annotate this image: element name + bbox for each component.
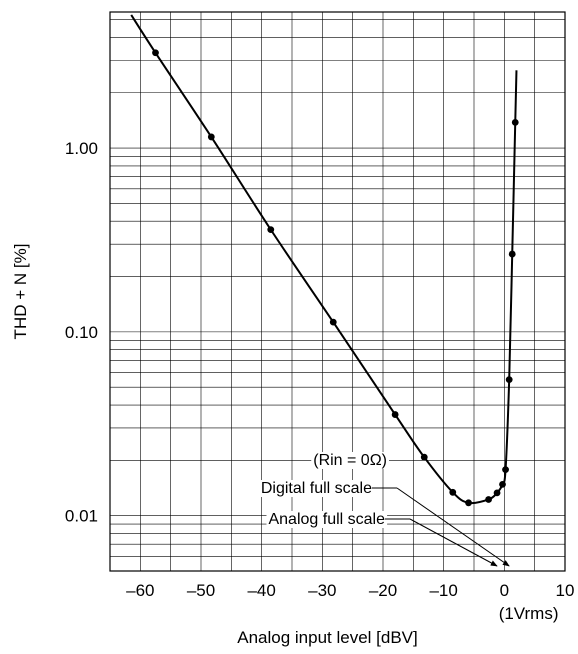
x-tick-label: –30 <box>308 581 336 600</box>
x-axis-label: Analog input level [dBV] <box>237 628 418 647</box>
data-point <box>267 226 275 234</box>
data-point <box>449 488 457 496</box>
y-tick-label: 0.10 <box>65 323 98 342</box>
data-point <box>505 376 513 383</box>
data-points <box>152 49 519 507</box>
x-tick-label: 10 <box>556 581 575 600</box>
data-point <box>493 489 501 497</box>
x-tick-sublabel: (1Vrms) <box>499 604 559 623</box>
data-point <box>485 496 492 503</box>
data-point <box>508 250 516 258</box>
annotations: (Rin = 0Ω) Digital full scale Analog full … <box>258 452 510 567</box>
y-tick-label: 1.00 <box>65 139 98 158</box>
data-point <box>152 49 159 57</box>
data-point <box>502 466 509 474</box>
data-point <box>207 133 215 141</box>
annotation-arrow <box>396 487 510 567</box>
y-tick-label: 0.01 <box>65 507 98 526</box>
plot-frame <box>109 11 566 572</box>
annotation-label: (Rin = 0Ω) <box>313 452 387 469</box>
data-point <box>329 318 337 326</box>
thd-curve <box>130 14 518 505</box>
x-tick-label: –50 <box>187 581 215 600</box>
y-tick-labels: 0.01 0.10 1.00 <box>65 139 98 526</box>
annotation-background <box>266 511 388 528</box>
annotation-label: Analog full scale <box>268 511 385 528</box>
data-point <box>499 480 506 488</box>
x-tick-label: –40 <box>247 581 275 600</box>
x-tick-label: –60 <box>126 581 154 600</box>
annotation-arrow <box>409 518 498 567</box>
x-tick-labels: –60 –50 –40 –30 –20 –10 0 10 <box>126 581 574 600</box>
y-axis-label: THD + N [%] <box>11 244 30 340</box>
annotation-background <box>311 452 389 469</box>
data-point <box>420 453 428 461</box>
grid <box>110 12 565 571</box>
data-point <box>391 411 399 418</box>
data-point <box>511 118 519 126</box>
x-tick-label: –10 <box>429 581 457 600</box>
data-point <box>465 499 472 507</box>
x-tick-label: –20 <box>369 581 397 600</box>
annotation-background <box>258 480 375 497</box>
x-tick-label: 0 <box>500 581 509 600</box>
annotation-label: Digital full scale <box>261 480 372 497</box>
series-line <box>130 14 518 505</box>
